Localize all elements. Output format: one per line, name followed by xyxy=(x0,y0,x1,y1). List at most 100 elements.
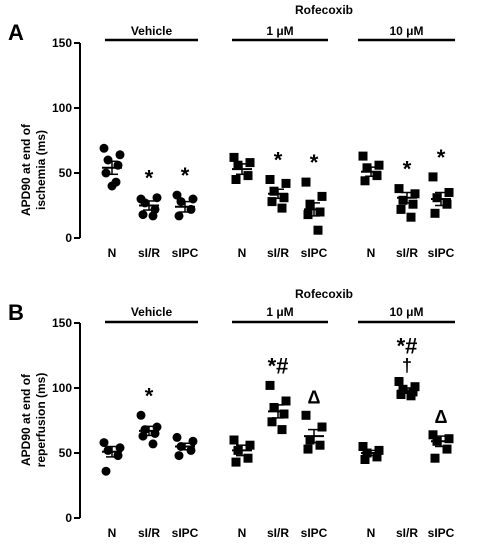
panel-0-point-0-0-0 xyxy=(99,143,109,153)
panel-0-point-2-1-2 xyxy=(398,195,408,205)
panel-0-point-1-0-0 xyxy=(229,152,239,162)
panel-0-point-1-1-4 xyxy=(267,197,277,207)
panel-1-point-0-2-4 xyxy=(174,451,184,461)
panel-0-category-label-0-1: sI/R xyxy=(138,246,160,260)
panel-a-letter: A xyxy=(8,20,24,45)
panel-1-point-1-0-3 xyxy=(243,453,253,463)
panel-1-point-0-0-0 xyxy=(99,438,109,448)
panel-1-point-1-1-3 xyxy=(279,409,289,419)
panel-1-point-0-0-4 xyxy=(101,466,111,476)
panel-0-point-2-0-1 xyxy=(374,160,384,170)
panel-0-annotation-0-1-0: * xyxy=(145,166,154,191)
panel-1-point-2-2-1 xyxy=(444,434,454,444)
panel-0-point-0-0-2 xyxy=(103,155,113,165)
panel-0-point-1-0-3 xyxy=(243,171,253,181)
panel-1-annotation-2-1-0: *# xyxy=(397,334,418,359)
panel-1-annotation-1-2-0: Δ xyxy=(308,387,321,407)
panel-0-y-tick-label-2: 100 xyxy=(52,101,72,115)
panel-1-point-1-2-0 xyxy=(301,410,311,420)
panel-1-y-tick-label-0: 0 xyxy=(65,511,72,525)
panel-0-annotation-1-1-0: * xyxy=(274,148,283,173)
panel-0-category-label-2-0: N xyxy=(367,246,376,260)
panel-1-point-2-0-1 xyxy=(374,445,384,455)
panel-0-point-2-0-0 xyxy=(358,151,368,161)
panel-0-group-label-2: 10 μM xyxy=(389,24,423,38)
panel-b-letter: B xyxy=(8,300,24,325)
panel-0-annotation-2-1-0: * xyxy=(403,157,412,182)
panel-1-point-1-1-5 xyxy=(277,425,287,435)
panel-0-point-0-0-1 xyxy=(115,150,125,160)
panel-1-annotation-2-1-1: † xyxy=(402,356,412,376)
panel-1-point-2-1-1 xyxy=(410,382,420,392)
panel-0-point-2-0-4 xyxy=(360,176,370,186)
panel-0-point-1-2-3 xyxy=(315,207,325,217)
panel-1-point-2-1-0 xyxy=(394,377,404,386)
panel-1-y-tick-label-2: 100 xyxy=(52,381,72,395)
panel-1-annotation-1-1-0: *# xyxy=(268,353,289,378)
panel-1-point-1-1-4 xyxy=(267,417,277,427)
panel-1-point-1-1-1 xyxy=(281,396,291,406)
panel-1-point-2-1-5 xyxy=(406,391,416,401)
panel-1-point-1-0-1 xyxy=(245,440,255,450)
panel-0-y-tick-label-1: 50 xyxy=(59,166,73,180)
panel-0-point-0-2-0 xyxy=(172,190,182,200)
panel-1-group-label-2: 10 μM xyxy=(389,305,423,319)
panel-1-category-label-2-2: sIPC xyxy=(428,526,455,540)
panel-0-point-2-1-5 xyxy=(406,212,416,222)
panel-0-point-2-2-2 xyxy=(432,193,442,203)
panel-0-y-tick-label-0: 0 xyxy=(65,231,72,245)
panel-0-point-1-1-1 xyxy=(281,178,291,188)
panel-0-group-label-0: Vehicle xyxy=(131,24,173,38)
panel-b-ylabel-line2: reperfusion (ms) xyxy=(34,373,48,468)
panel-1-point-2-1-2 xyxy=(398,384,408,394)
panel-1-point-1-2-2 xyxy=(305,435,315,445)
panel-1-point-1-2-4 xyxy=(303,444,313,454)
panel-1-point-0-2-0 xyxy=(172,432,182,442)
panel-1-point-1-2-1 xyxy=(317,422,327,432)
panel-1-point-2-2-0 xyxy=(428,430,438,440)
panel-1-category-label-2-0: N xyxy=(367,526,376,540)
panel-0-point-2-2-1 xyxy=(444,188,454,197)
panel-a-ylabel-line2: ischemia (ms) xyxy=(34,130,48,210)
panel-1-point-2-0-0 xyxy=(358,442,368,451)
panel-0-point-1-2-2 xyxy=(305,199,315,209)
panel-0-point-1-1-5 xyxy=(277,203,287,213)
panel-1-y-tick-label-1: 50 xyxy=(59,446,73,460)
panel-1-category-label-1-2: sIPC xyxy=(301,526,328,540)
panel-0-annotation-2-2-0: * xyxy=(437,145,446,170)
panel-0-category-label-2-2: sIPC xyxy=(428,246,455,260)
panel-0-point-1-1-0 xyxy=(265,175,275,184)
panel-1-point-0-2-1 xyxy=(188,436,198,446)
panel-1-point-2-0-3 xyxy=(372,452,382,462)
panel-0-point-0-0-4 xyxy=(101,168,111,178)
panel-0-point-1-2-1 xyxy=(317,191,327,201)
panel-1-point-0-0-3 xyxy=(113,451,123,461)
panel-1-point-1-0-0 xyxy=(229,435,239,445)
panel-0-point-0-1-5 xyxy=(148,211,158,221)
panel-0-group-label-1: 1 μM xyxy=(266,24,293,38)
panel-0-category-label-1-2: sIPC xyxy=(301,246,328,260)
panel-0-point-1-2-0 xyxy=(301,177,311,187)
panel-0-point-0-2-4 xyxy=(174,211,184,221)
panel-1-point-2-2-3 xyxy=(442,444,452,454)
panel-0-point-2-1-1 xyxy=(410,189,420,199)
panel-a-ylabel-line1: APD90 at end of xyxy=(19,123,33,216)
panel-1-annotation-2-2-0: Δ xyxy=(435,407,448,427)
panel-0-point-2-1-4 xyxy=(396,204,406,214)
panel-0-point-1-0-4 xyxy=(231,175,241,184)
panel-0-point-2-2-0 xyxy=(428,172,438,182)
plot-layer: 0 50 100 150 Vehicle N sI/R sIPC 1 μM N sI/R sIPC 10… xyxy=(52,24,455,540)
panel-1-annotation-0-1-0: * xyxy=(145,383,154,408)
panel-0-category-label-2-1: sI/R xyxy=(396,246,418,260)
panel-0-category-label-1-0: N xyxy=(238,246,247,260)
panel-b-drug-label: Rofecoxib xyxy=(295,287,353,301)
panel-1-group-label-1: 1 μM xyxy=(266,305,293,319)
panel-1-category-label-0-2: sIPC xyxy=(172,526,199,540)
panel-1-point-0-1-5 xyxy=(148,439,158,449)
panel-a-drug-label: Rofecoxib xyxy=(295,3,353,17)
panel-1-category-label-0-1: sI/R xyxy=(138,526,160,540)
panel-0-point-0-1-1 xyxy=(152,193,162,203)
panel-1-point-0-0-1 xyxy=(115,443,125,453)
panel-0-point-0-1-4 xyxy=(138,210,148,220)
